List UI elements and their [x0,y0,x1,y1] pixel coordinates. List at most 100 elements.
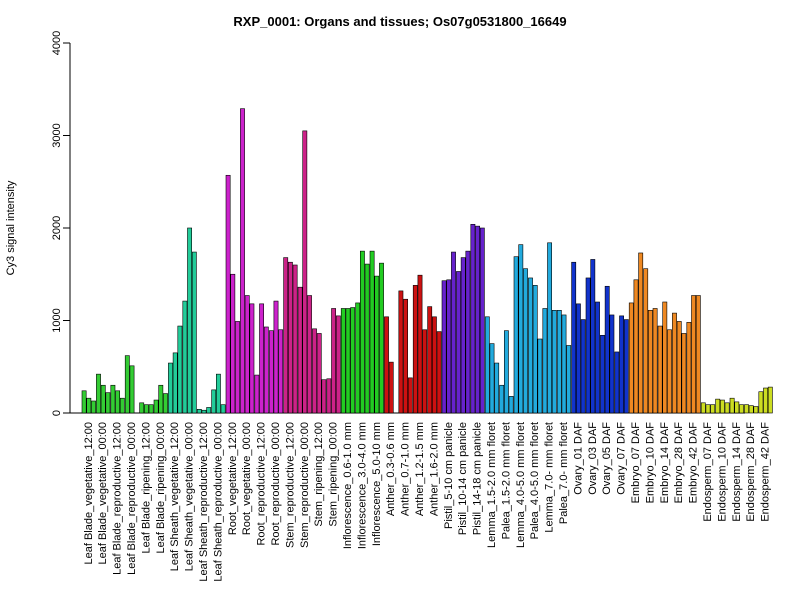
bar [724,402,730,414]
bar [647,310,653,414]
bar [235,321,240,414]
bar [758,391,764,414]
bar [767,386,773,414]
bar [508,396,514,414]
x-category-label: Root_reproductive_12:00 [256,422,268,546]
x-category-label: Lemma_1.5-2.0 mm floret [486,422,498,548]
bar [619,315,624,414]
bar [503,330,509,414]
bar [340,308,346,414]
bar [273,300,279,414]
bar [139,402,145,414]
bar [475,225,480,414]
bar [211,389,217,414]
bar [374,275,380,414]
bar [302,130,308,414]
bar [753,406,759,414]
bar [744,404,749,414]
bar [110,384,116,414]
x-category-label: Pistil_14-18 cm panicle [472,422,484,535]
y-axis-label: Cy3 signal intensity [5,180,17,275]
bar [528,277,533,414]
bar [307,295,312,414]
bar [263,326,269,414]
x-category-label: Leaf Sheath_vegetative_00:00 [184,422,196,571]
bar [729,397,735,414]
bar [115,390,120,414]
bar [259,303,264,414]
bar [196,408,202,414]
bar [240,108,245,414]
bar [657,325,663,414]
bar [551,310,557,414]
bar [201,409,207,414]
bar [172,352,178,414]
y-tick-label: 4000 [51,31,63,55]
bar [153,399,159,414]
bar [86,397,92,414]
bar [403,298,408,414]
bar [436,331,442,414]
chart-title: RXP_0001: Organs and tissues; Os07g05318… [233,14,566,29]
bar [316,333,322,414]
bar [168,362,173,414]
x-category-label: Leaf Blade_reproductive_12:00 [112,422,124,575]
bar [633,279,639,414]
y-tick-label: 0 [51,410,63,416]
bar [216,373,221,414]
bar [628,302,634,414]
bar [441,280,447,414]
bar [547,242,552,414]
bar [359,250,365,414]
bar [676,321,682,414]
bar [422,329,428,414]
bar [638,252,644,414]
x-category-label: Leaf Blade_vegetative_00:00 [97,422,109,565]
bar [710,404,716,414]
bar [700,402,706,414]
y-tick-label: 1000 [51,308,63,332]
bar [705,404,711,414]
bar [163,393,168,414]
bar [748,405,754,414]
x-category-label: Anther_1.2-1.5 mm [414,422,426,516]
bar [321,379,327,414]
x-category-label: Endosperm_10 DAF [716,422,728,522]
x-category-label: Ovary_03 DAF [587,422,599,495]
bar [691,295,696,414]
x-category-label: Stem_reproductive_12:00 [284,422,296,548]
bar [81,390,87,414]
x-category-label: Endosperm_07 DAF [702,422,714,522]
x-category-label: Endosperm_42 DAF [760,422,772,522]
bar [335,315,341,414]
x-category-label: Root_vegetative_00:00 [241,422,253,535]
bar [292,264,298,414]
x-category-label: Inflorescence_3.0-4.0 mm [356,422,368,549]
x-category-label: Embryo_14 DAF [659,422,671,504]
bar [350,307,356,414]
x-category-label: Leaf Blade_reproductive_00:00 [126,422,138,575]
bar [244,295,250,414]
bar [105,392,111,414]
x-category-label: Pistil_10-14 cm panicle [457,422,469,535]
bar [609,314,615,414]
bar [283,257,289,414]
bar [119,397,125,414]
bar [681,333,687,414]
bar [456,271,461,414]
bar [489,343,495,414]
bar [614,351,620,414]
bar [556,310,562,414]
x-category-label: Ovary_07 DAF [616,422,628,495]
bar [427,306,433,414]
x-category-label: Anther_0.3-0.6 mm [385,422,397,516]
bar [206,407,212,414]
bar [580,319,586,414]
bar [652,308,658,414]
x-category-label: Palea_1.5-2.0 mm floret [500,422,512,539]
bar [355,302,361,414]
bar [278,329,284,414]
bar [763,387,768,414]
bar [417,274,423,414]
bar [384,316,389,414]
